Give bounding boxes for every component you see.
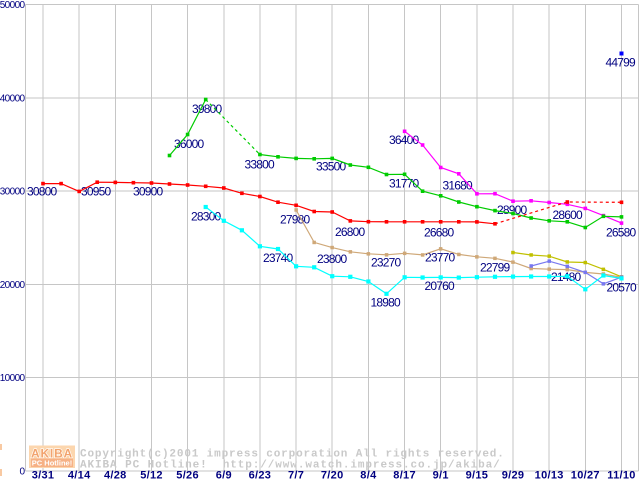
svg-text:AKIBA: AKIBA <box>31 447 73 461</box>
svg-text:10/27: 10/27 <box>571 470 600 480</box>
svg-text:50000: 50000 <box>0 0 26 11</box>
svg-text:4/28: 4/28 <box>104 470 127 480</box>
svg-text:AKIBA PC Hotline! http://www.: AKIBA PC Hotline! http://www.watch.impre… <box>80 460 501 472</box>
svg-text:23740: 23740 <box>263 251 293 265</box>
svg-text:23800: 23800 <box>317 252 347 266</box>
svg-text:5/12: 5/12 <box>140 470 163 480</box>
svg-text:26580: 26580 <box>606 226 636 240</box>
svg-text:40000: 40000 <box>0 93 26 104</box>
svg-text:31680: 31680 <box>443 179 473 193</box>
svg-text:9/29: 9/29 <box>502 470 525 480</box>
svg-text:39800: 39800 <box>192 102 222 116</box>
svg-text:PC Hotline!: PC Hotline! <box>32 459 72 468</box>
svg-text:33800: 33800 <box>245 158 275 172</box>
svg-text:20760: 20760 <box>425 279 455 293</box>
svg-text:33500: 33500 <box>316 160 346 174</box>
svg-text:10/13: 10/13 <box>535 470 564 480</box>
svg-text:27980: 27980 <box>280 213 310 227</box>
svg-text:20570: 20570 <box>607 281 637 295</box>
svg-text:9/1: 9/1 <box>433 470 449 480</box>
svg-text:22799: 22799 <box>480 261 510 275</box>
svg-text:10000: 10000 <box>0 373 26 384</box>
svg-text:20000: 20000 <box>0 280 26 291</box>
svg-text:23270: 23270 <box>371 256 401 270</box>
svg-text:30900: 30900 <box>133 184 163 198</box>
svg-text:7/7: 7/7 <box>288 470 304 480</box>
svg-text:11/10: 11/10 <box>607 470 635 480</box>
svg-text:9/15: 9/15 <box>466 470 489 480</box>
svg-text:6/9: 6/9 <box>216 470 232 480</box>
svg-text:31770: 31770 <box>389 177 419 191</box>
svg-text:6/23: 6/23 <box>249 470 272 480</box>
svg-text:18980: 18980 <box>371 296 401 310</box>
svg-text:26800: 26800 <box>335 225 365 239</box>
svg-text:Copyright(c)2001 impress corpo: Copyright(c)2001 impress corporation All… <box>80 448 505 460</box>
svg-text:30800: 30800 <box>27 184 57 198</box>
svg-text:30950: 30950 <box>81 184 111 198</box>
svg-text:8/17: 8/17 <box>393 470 416 480</box>
svg-text:30000: 30000 <box>0 187 26 198</box>
svg-text:36000: 36000 <box>174 137 204 151</box>
svg-text:3/31: 3/31 <box>32 470 55 480</box>
svg-text:28900: 28900 <box>497 203 527 217</box>
svg-text:36400: 36400 <box>389 133 419 147</box>
svg-text:5/26: 5/26 <box>176 470 199 480</box>
svg-text:8/4: 8/4 <box>360 470 377 480</box>
svg-text:26680: 26680 <box>424 226 454 240</box>
svg-text:28600: 28600 <box>553 208 583 222</box>
svg-text:23770: 23770 <box>425 251 455 265</box>
svg-text:28300: 28300 <box>191 210 221 224</box>
svg-text:7/20: 7/20 <box>321 470 344 480</box>
svg-text:0: 0 <box>20 467 26 478</box>
svg-text:4/14: 4/14 <box>68 470 91 480</box>
svg-text:44799: 44799 <box>606 56 636 70</box>
